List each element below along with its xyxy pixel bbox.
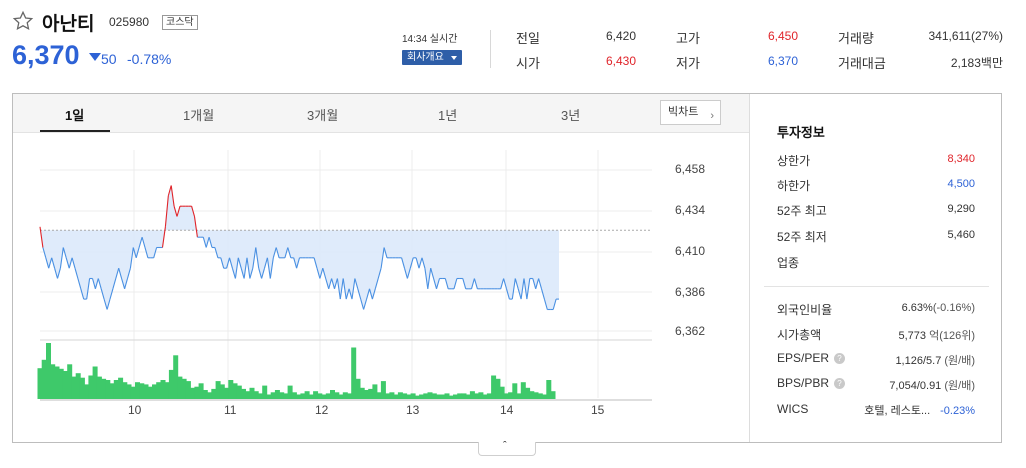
header-divider [490,30,491,68]
company-overview-label: 회사개요 [407,52,444,63]
prev-close-value: 6,420 [605,29,636,43]
x-tick: 14 [500,403,514,417]
foreign-ratio-change: (-0.16%) [932,302,975,314]
tab-3month[interactable]: 3개월 [307,108,339,123]
eps-per-number: 1,126/5.7 [895,355,942,367]
foreign-ratio-number: 6.63% [901,302,933,314]
wics-rate: -0.23% [940,405,975,417]
y-tick: 6,434 [675,203,706,217]
period-tabs-bar [13,94,750,133]
active-tab-indicator [40,130,110,132]
eps-per-label: EPS/PER? [777,351,846,365]
market-cap-unit: 억(126위) [929,330,975,342]
52w-low-label: 52주 최저 [777,230,827,244]
investment-separator [764,286,989,287]
market-badge: 코스닥 [162,15,198,30]
favorite-star-icon[interactable] [12,10,34,32]
52w-low-value: 5,460 [947,229,975,241]
bps-pbr-number: 7,054/0.91 [889,380,942,392]
high-value: 6,450 [767,29,798,43]
y-tick: 6,386 [675,285,706,299]
foreign-ratio-value: 6.63%(-0.16%) [902,302,975,314]
tab-1day[interactable]: 1일 [65,108,85,123]
x-tick: 15 [591,403,605,417]
help-icon[interactable]: ? [834,353,846,364]
prev-close-label: 전일 [516,31,540,46]
bps-pbr-text: BPS/PBR [777,376,830,390]
amount-label: 거래대금 [838,56,886,71]
market-cap-label: 시가총액 [777,328,822,342]
amount-value: 2,183백만 [950,56,1003,70]
lower-limit-value: 4,500 [947,178,975,190]
bps-pbr-label: BPS/PBR? [777,376,846,390]
down-triangle-icon [89,53,101,61]
price-change-rate: -0.78% [127,51,172,67]
lower-limit-label: 하한가 [777,179,811,193]
chart-panel [12,93,1002,443]
current-price: 6,370 [12,40,80,70]
chevron-up-icon: ˆ [503,440,507,452]
open-label: 시가 [516,56,540,71]
x-tick: 10 [128,403,142,417]
big-chart-button[interactable]: 빅차트 › [660,100,721,125]
caret-down-icon [451,56,457,60]
price-change: 50 [101,51,117,67]
sector-label: 업종 [777,256,800,270]
market-cap-value: 5,773 억(126위) [898,327,975,343]
low-label: 저가 [676,56,700,71]
foreign-ratio-label: 외국인비율 [777,303,833,317]
tab-1month[interactable]: 1개월 [183,108,215,123]
big-chart-label: 빅차트 [668,106,699,118]
market-cap-number: 5,773 [898,330,927,342]
bps-pbr-value: 7,054/0.91 (원/배) [889,377,975,393]
bps-pbr-unit: (원/배) [944,380,975,392]
wics-label: WICS [777,402,809,416]
panel-divider [749,94,750,442]
stock-name: 아난티 [42,14,95,35]
low-value: 6,370 [767,54,798,68]
y-tick: 6,362 [675,324,706,338]
collapse-button[interactable]: ˆ [478,440,536,456]
52w-high-value: 9,290 [947,203,975,215]
chevron-right-icon: › [710,110,714,122]
52w-high-label: 52주 최고 [777,204,827,218]
tab-3year[interactable]: 3년 [561,108,581,123]
eps-per-text: EPS/PER [777,351,830,365]
investment-info-title: 투자정보 [777,125,825,140]
y-tick: 6,458 [675,162,706,176]
upper-limit-value: 8,340 [947,153,975,165]
volume-value: 341,611(27%) [928,29,1004,43]
help-icon[interactable]: ? [834,378,846,389]
x-tick: 11 [224,403,237,417]
eps-per-value: 1,126/5.7 (원/배) [895,352,975,368]
wics-sector[interactable]: 호텔, 레스토... [864,405,931,417]
x-tick: 12 [315,403,329,417]
upper-limit-label: 상한가 [777,154,811,168]
open-value: 6,430 [605,54,636,68]
y-tick: 6,410 [675,244,706,258]
eps-per-unit: (원/배) [944,355,975,367]
volume-label: 거래량 [838,31,874,46]
wics-value[interactable]: 호텔, 레스토... -0.23% [864,402,975,418]
stock-code: 025980 [109,15,150,29]
x-tick: 13 [406,403,420,417]
high-label: 고가 [676,31,700,46]
update-time: 14:34 실시간 [402,34,458,45]
company-overview-button[interactable]: 회사개요 [402,50,462,65]
tab-1year[interactable]: 1년 [438,108,458,123]
